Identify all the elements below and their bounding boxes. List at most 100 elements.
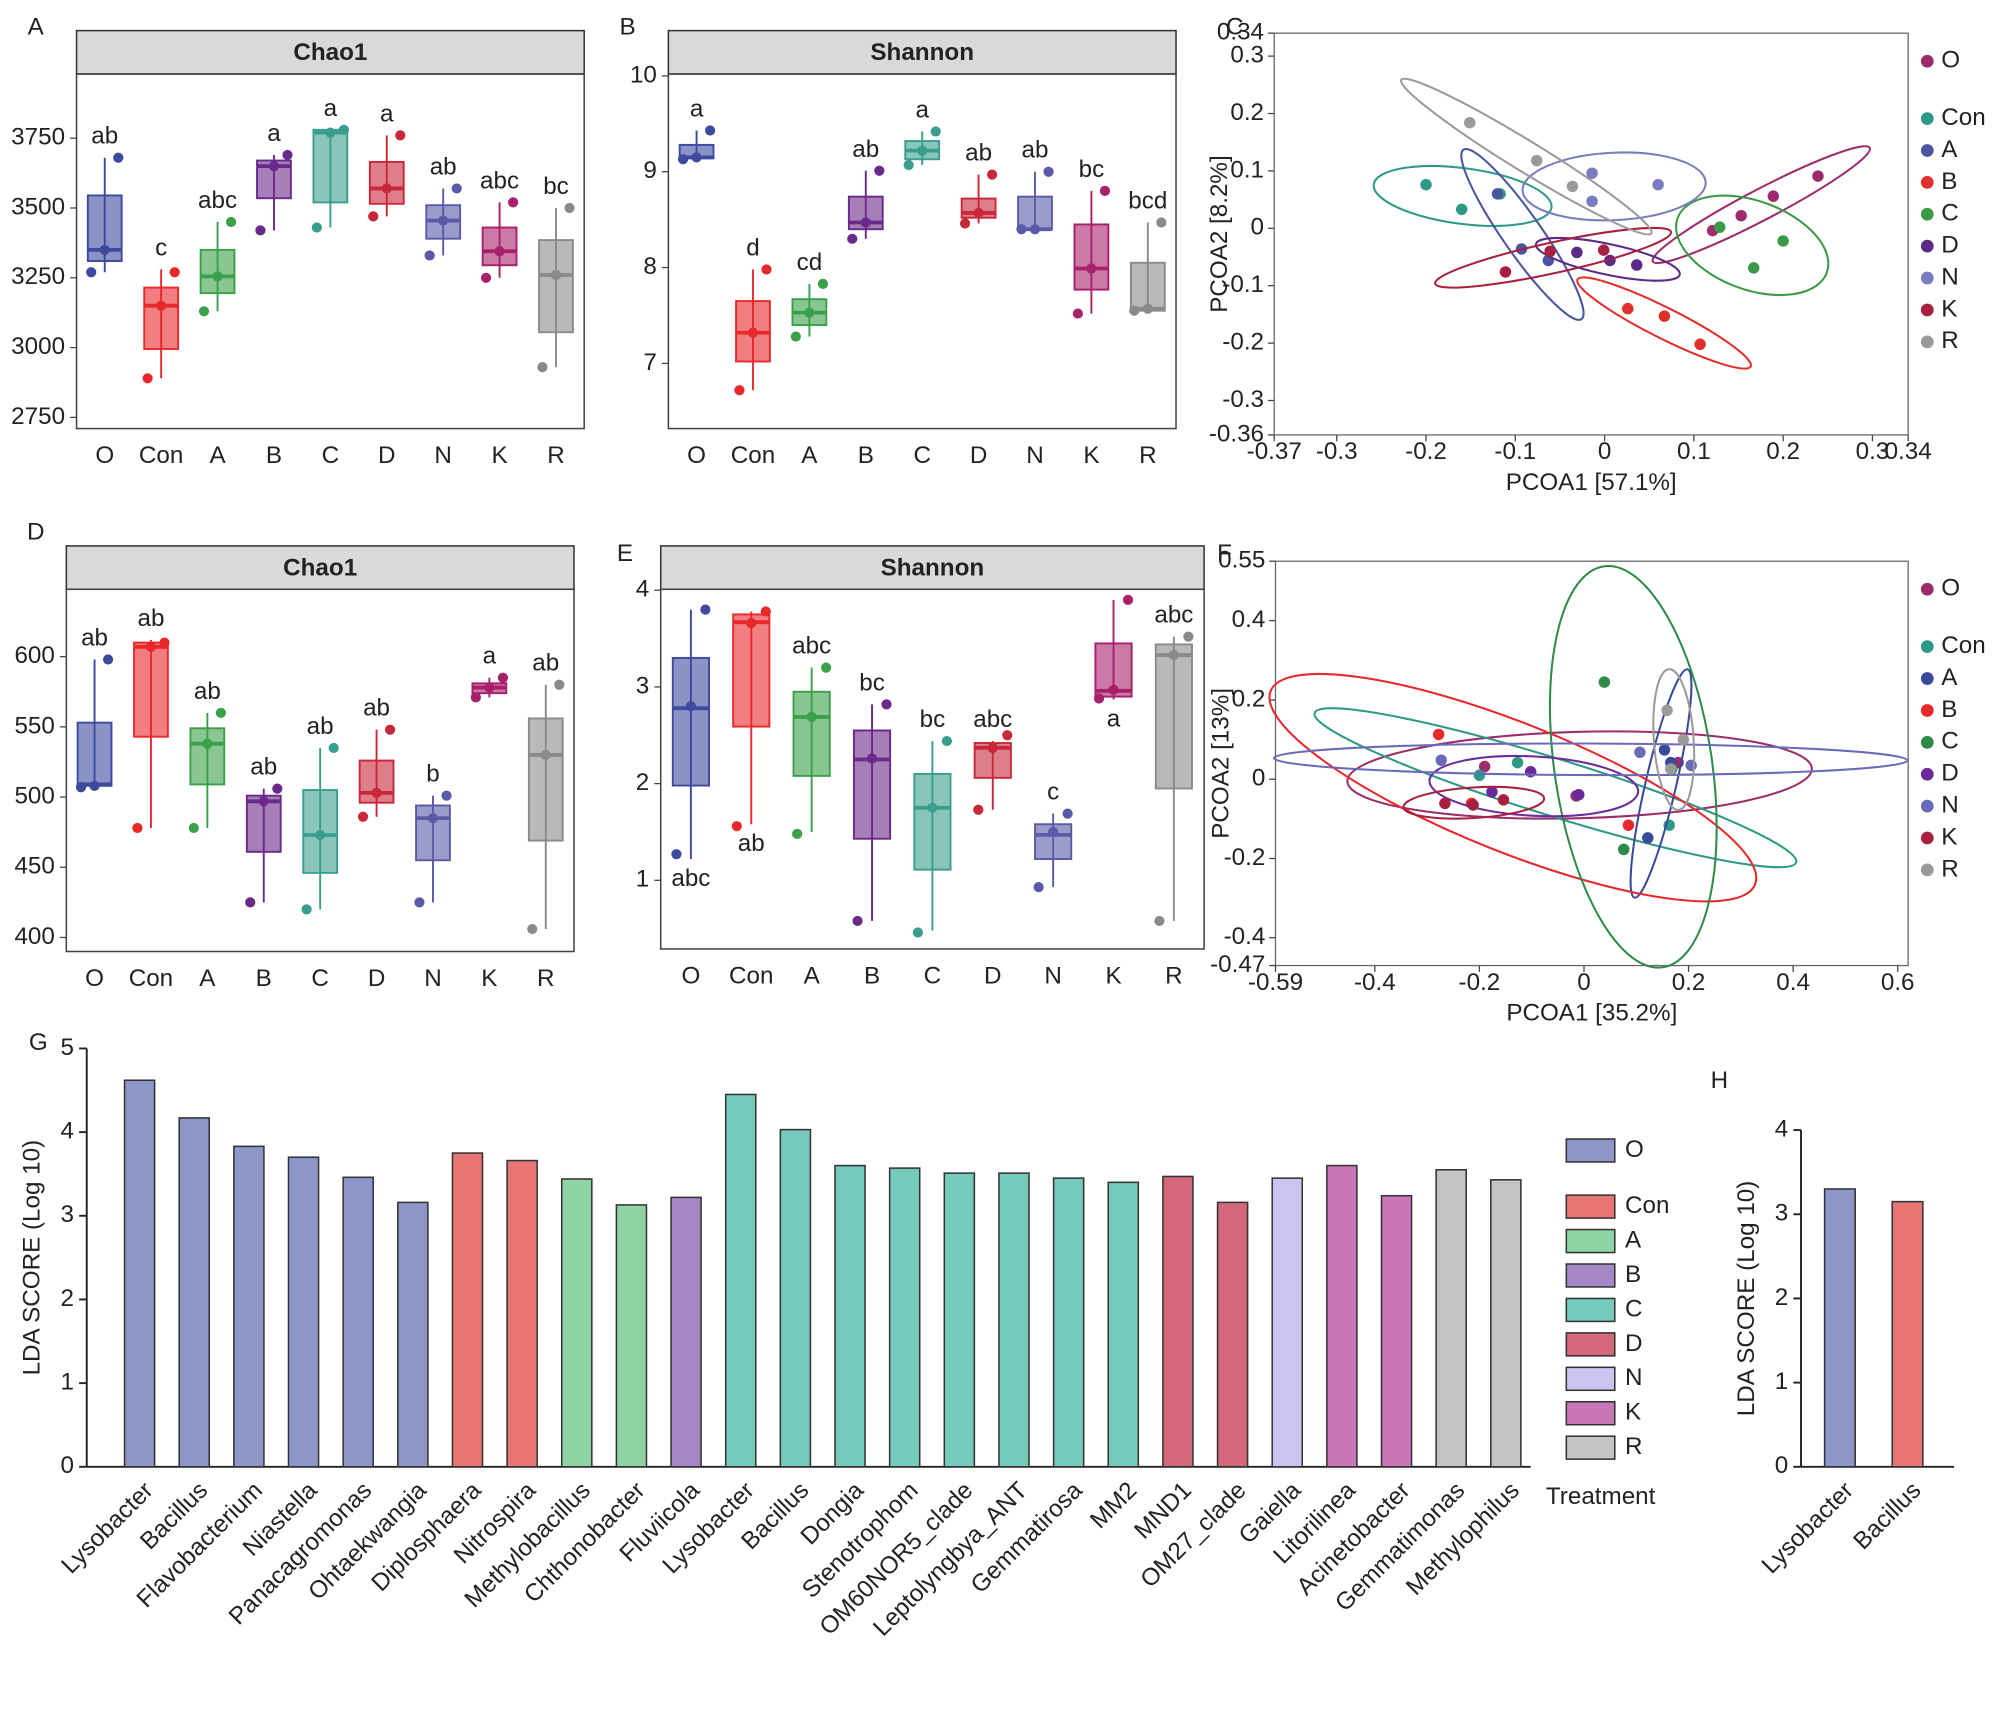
data-point (746, 618, 757, 629)
legend-label: O (1941, 575, 1960, 602)
data-point (874, 165, 885, 176)
legend-label: B (1941, 168, 1957, 195)
panel-letter: H (1711, 1067, 1729, 1094)
x-tick-label: Lysobacter (1757, 1477, 1859, 1579)
bar (1435, 1169, 1467, 1468)
data-point (1432, 728, 1445, 741)
data-point (1661, 704, 1673, 717)
bar (1052, 1177, 1085, 1468)
legend-label: R (1625, 1433, 1643, 1460)
x-tick-label: 0.34 (1885, 438, 1932, 465)
data-point (927, 802, 938, 813)
data-point (156, 300, 167, 311)
panel-title: Chao1 (293, 39, 367, 66)
data-point (1571, 246, 1583, 259)
x-tick-label: -0.2 (1459, 969, 1501, 996)
legend-marker (1920, 582, 1934, 596)
box (671, 656, 710, 787)
significance-label: bc (1079, 156, 1105, 183)
legend-label: C (1941, 728, 1959, 755)
data-point (1168, 649, 1179, 661)
box (312, 128, 349, 204)
box (792, 690, 831, 777)
data-point (1714, 221, 1726, 233)
x-tick-label: -0.59 (1248, 969, 1303, 996)
data-point (1767, 190, 1780, 202)
x-tick-label: 0.6 (1881, 969, 1915, 996)
data-point (132, 822, 143, 834)
significance-label: bcd (1128, 188, 1167, 215)
data-point (1630, 259, 1643, 271)
y-tick-label: 4 (61, 1118, 74, 1145)
data-point (1033, 881, 1044, 893)
panel-letter: A (28, 13, 45, 40)
legend-marker (1920, 335, 1934, 349)
data-point (987, 742, 998, 753)
legend-label: Con (1625, 1192, 1669, 1219)
significance-label: bc (859, 669, 885, 696)
significance-label: bc (543, 173, 569, 200)
x-tick-label: C (924, 962, 941, 989)
data-point (1093, 693, 1105, 704)
significance-label: a (483, 643, 497, 670)
legend-label: D (1941, 232, 1959, 259)
box (368, 160, 405, 205)
bar (615, 1204, 648, 1468)
bar (178, 1117, 211, 1468)
data-point (1108, 684, 1119, 695)
data-point (973, 804, 984, 815)
y-axis-title: PCOA2 [13%] (1207, 688, 1234, 839)
significance-label: a (267, 120, 281, 147)
panel-letter: C (1226, 13, 1244, 40)
data-point (760, 606, 771, 617)
legend-marker (1920, 735, 1934, 749)
y-tick-label: 3 (61, 1201, 74, 1228)
data-point (311, 222, 322, 233)
data-point (866, 753, 878, 764)
data-point (142, 373, 153, 384)
legend-label: A (1941, 664, 1958, 691)
legend-swatch (1565, 1194, 1616, 1219)
y-tick-label: 0.1 (1230, 156, 1264, 183)
data-point (1747, 262, 1760, 274)
data-point (806, 711, 817, 723)
data-point (1435, 754, 1447, 766)
significance-label: ab (738, 830, 765, 857)
y-tick-label: -0.2 (1222, 329, 1264, 356)
data-point (852, 915, 863, 927)
data-point (102, 654, 114, 665)
data-point (959, 218, 971, 229)
x-tick-label: K (492, 442, 508, 469)
legend-label: C (1941, 200, 1959, 227)
legend-marker (1920, 207, 1934, 221)
data-point (1735, 209, 1747, 222)
data-point (159, 637, 170, 648)
x-tick-label: D (970, 442, 988, 469)
bar (560, 1178, 593, 1468)
data-point (198, 306, 210, 317)
data-point (1622, 302, 1634, 315)
box (1129, 261, 1166, 312)
group-ellipse (1548, 565, 1718, 969)
data-point (368, 211, 379, 222)
significance-label: abc (792, 633, 831, 660)
x-tick-label: C (322, 442, 339, 469)
x-tick-label: -0.37 (1247, 438, 1302, 465)
y-tick-label: -0.1 (1222, 271, 1264, 298)
data-point (272, 783, 283, 794)
data-point (941, 735, 952, 747)
y-tick-label: -0.4 (1224, 923, 1266, 950)
legend-marker (1920, 176, 1934, 189)
legend-label: N (1941, 792, 1959, 819)
data-point (792, 828, 803, 840)
x-tick-label: R (1139, 442, 1156, 469)
data-point (564, 202, 575, 214)
data-point (268, 161, 280, 172)
y-axis-title: LDA SCORE (Log 10) (19, 1140, 46, 1376)
data-point (691, 152, 702, 163)
x-tick-label: Con (729, 962, 773, 989)
data-point (357, 811, 369, 822)
data-point (700, 604, 711, 615)
y-tick-label: 0 (1251, 214, 1264, 241)
bar (233, 1145, 265, 1468)
